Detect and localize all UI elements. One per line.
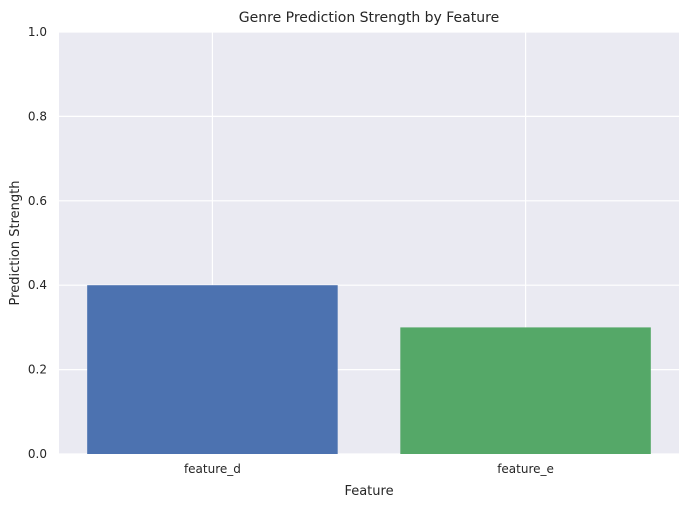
bar-feature-e [400, 327, 651, 454]
x-axis-ticks: feature_d feature_e [184, 462, 554, 476]
y-tick-label: 0.2 [28, 363, 47, 377]
x-axis-label: Feature [344, 484, 393, 499]
y-axis-label: Prediction Strength [8, 181, 23, 306]
chart-title: Genre Prediction Strength by Feature [239, 10, 499, 26]
y-tick-label: 0.8 [28, 109, 47, 123]
bars [87, 285, 651, 454]
y-axis-ticks: 0.0 0.2 0.4 0.6 0.8 1.0 [28, 25, 47, 461]
y-tick-label: 0.6 [28, 194, 47, 208]
y-tick-label: 0.4 [28, 278, 47, 292]
x-tick-label: feature_e [497, 462, 554, 476]
x-tick-label: feature_d [184, 462, 241, 476]
y-tick-label: 0.0 [28, 447, 47, 461]
y-tick-label: 1.0 [28, 25, 47, 39]
bar-feature-d [87, 285, 338, 454]
